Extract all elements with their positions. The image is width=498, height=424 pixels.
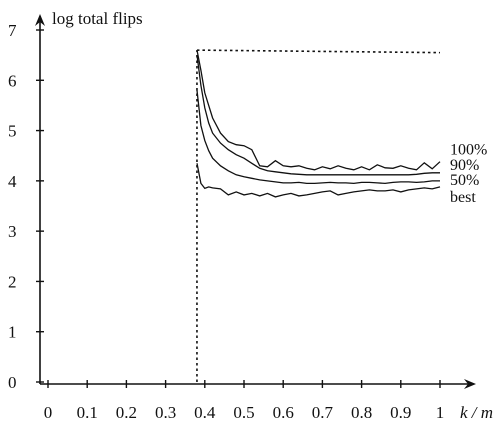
y-tick-label: 3 — [8, 222, 17, 241]
x-tick-label: 0.2 — [116, 403, 137, 422]
x-tick-label: 0.9 — [390, 403, 411, 422]
x-axis-label: k / m — [460, 403, 493, 422]
series-line-100pct — [196, 49, 441, 171]
series-line-90pct — [196, 55, 440, 176]
series-group — [196, 49, 441, 198]
y-ticks: 0 1 2 3 4 5 6 7 — [8, 21, 44, 392]
x-tick-label: 0.1 — [77, 403, 98, 422]
y-axis-arrowhead — [35, 14, 45, 26]
x-tick-label: 1 — [436, 403, 445, 422]
series-label: best — [450, 189, 476, 206]
y-tick-label: 4 — [8, 172, 17, 191]
x-tick-label: 0.6 — [273, 403, 294, 422]
x-tick-label: 0 — [44, 403, 53, 422]
series-label: 90% — [450, 157, 479, 174]
y-tick-label: 1 — [8, 323, 17, 342]
y-tick-label: 6 — [8, 71, 17, 90]
threshold-horizontal-line — [196, 49, 441, 54]
x-ticks: 0 0.1 0.2 0.3 0.4 0.5 0.6 0.7 0.8 0.9 1 — [44, 380, 445, 422]
y-axis-label: log total flips — [52, 9, 143, 28]
y-tick-label: 2 — [8, 272, 17, 291]
series-labels: 100%90%50%best — [450, 142, 487, 206]
y-tick-label: 5 — [8, 122, 17, 141]
x-tick-label: 0.8 — [351, 403, 372, 422]
series-line-50pct — [196, 90, 440, 185]
series-line-best — [196, 163, 441, 198]
axes — [35, 14, 476, 389]
y-tick-label: 0 — [8, 373, 17, 392]
x-tick-label: 0.4 — [194, 403, 216, 422]
x-tick-label: 0.5 — [233, 403, 254, 422]
series-label: 100% — [450, 142, 487, 159]
x-tick-label: 0.3 — [155, 403, 176, 422]
threshold-lines — [196, 49, 441, 382]
series-label: 50% — [450, 172, 479, 189]
x-axis-arrowhead — [464, 379, 476, 389]
y-tick-label: 7 — [8, 21, 17, 40]
x-tick-label: 0.7 — [312, 403, 334, 422]
